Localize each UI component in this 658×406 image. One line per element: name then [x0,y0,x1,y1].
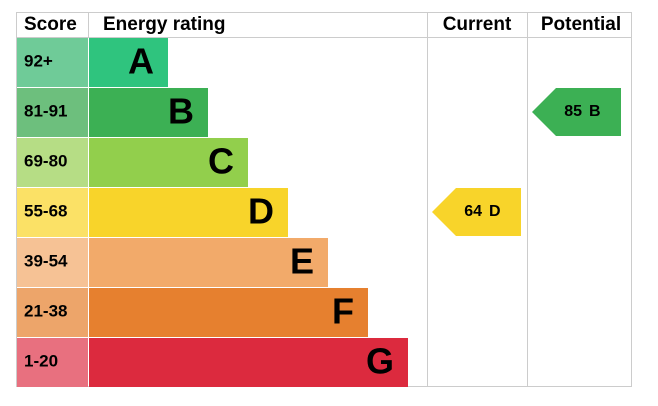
potential-value: 85 [564,103,582,120]
score-cell [17,138,88,187]
score-range: 92+ [24,51,53,70]
rating-letter: E [290,241,314,282]
score-cell [17,238,88,287]
potential-letter: B [589,103,601,120]
score-range: 21-38 [24,301,67,320]
current-arrow [432,188,521,236]
score-range: 55-68 [24,201,67,220]
score-range: 1-20 [24,351,58,370]
rating-bar [89,188,288,237]
header-potential: Potential [541,14,621,35]
score-range: 81-91 [24,101,67,120]
score-cell [17,38,88,87]
rating-bar [89,238,328,287]
current-marker: 64 D [432,188,521,236]
rating-letter: F [332,291,354,332]
rating-bar [89,338,408,387]
rating-bar [89,88,208,137]
rating-bar [89,288,368,337]
rating-letter: A [128,41,154,82]
score-cell [17,188,88,237]
potential-marker: 85 B [532,88,621,136]
header-rating: Energy rating [103,14,225,35]
score-cell [17,338,88,387]
rating-letter: C [208,141,234,182]
rating-letter: B [168,91,194,132]
score-cell [17,288,88,337]
score-cell [17,88,88,137]
header-current: Current [443,14,512,35]
rating-letter: G [366,341,394,382]
current-value: 64 [464,203,482,220]
rating-bar [89,38,168,87]
header-score: Score [24,14,77,35]
potential-arrow [532,88,621,136]
current-letter: D [489,203,501,220]
score-range: 39-54 [24,251,68,270]
rating-bar [89,138,248,187]
score-range: 69-80 [24,151,67,170]
rating-letter: D [248,191,274,232]
